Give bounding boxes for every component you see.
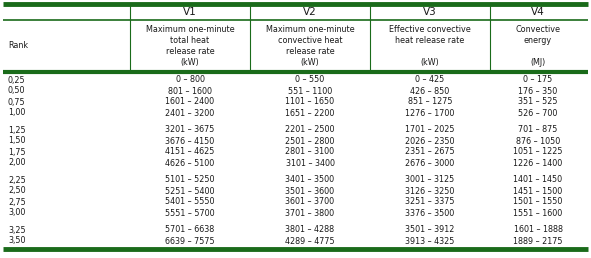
Text: 5701 – 6638: 5701 – 6638 — [165, 225, 215, 235]
Text: 5101 – 5250: 5101 – 5250 — [165, 175, 215, 184]
Text: Effective convective
heat release rate

(kW): Effective convective heat release rate (… — [389, 25, 471, 67]
Text: Maximum one-minute
total heat
release rate
(kW): Maximum one-minute total heat release ra… — [146, 25, 234, 67]
Text: 5551 – 5700: 5551 – 5700 — [165, 208, 215, 217]
Text: 5401 – 5550: 5401 – 5550 — [165, 198, 215, 206]
Text: 2501 – 2800: 2501 – 2800 — [285, 136, 335, 146]
Text: 6639 – 7575: 6639 – 7575 — [165, 237, 215, 246]
Text: 551 – 1100: 551 – 1100 — [288, 86, 332, 95]
Text: 1276 – 1700: 1276 – 1700 — [405, 109, 454, 117]
Text: 1889 – 2175: 1889 – 2175 — [513, 237, 563, 246]
Text: 1601 – 2400: 1601 – 2400 — [165, 98, 215, 107]
Text: 0,25: 0,25 — [8, 76, 25, 85]
Text: 3001 – 3125: 3001 – 3125 — [405, 175, 454, 184]
Text: 4289 – 4775: 4289 – 4775 — [285, 237, 335, 246]
Text: 1601 – 1888: 1601 – 1888 — [514, 225, 563, 235]
Text: V1: V1 — [183, 7, 197, 17]
Text: 3701 – 3800: 3701 – 3800 — [285, 208, 335, 217]
Text: 5251 – 5400: 5251 – 5400 — [165, 187, 215, 196]
Text: 1551 – 1600: 1551 – 1600 — [514, 208, 563, 217]
Text: 1,00: 1,00 — [8, 109, 25, 117]
Text: 0 – 550: 0 – 550 — [296, 76, 324, 85]
Text: 0 – 800: 0 – 800 — [176, 76, 204, 85]
Text: 1451 – 1500: 1451 – 1500 — [514, 187, 563, 196]
Text: 701 – 875: 701 – 875 — [518, 125, 558, 134]
Text: 3,50: 3,50 — [8, 237, 25, 246]
Text: 2401 – 3200: 2401 – 3200 — [165, 109, 215, 117]
Text: 3676 – 4150: 3676 – 4150 — [165, 136, 215, 146]
Text: 876 – 1050: 876 – 1050 — [516, 136, 560, 146]
Text: 1,75: 1,75 — [8, 148, 25, 157]
Text: 0 – 175: 0 – 175 — [524, 76, 553, 85]
Text: 2,75: 2,75 — [8, 198, 26, 206]
Text: 1651 – 2200: 1651 – 2200 — [285, 109, 335, 117]
Text: 0,75: 0,75 — [8, 98, 25, 107]
Text: 3376 – 3500: 3376 – 3500 — [405, 208, 454, 217]
Text: 0,50: 0,50 — [8, 86, 25, 95]
Text: 3126 – 3250: 3126 – 3250 — [405, 187, 454, 196]
Text: 176 – 350: 176 – 350 — [518, 86, 558, 95]
Text: 1401 – 1450: 1401 – 1450 — [514, 175, 563, 184]
Text: V4: V4 — [531, 7, 545, 17]
Text: 2,00: 2,00 — [8, 158, 25, 167]
Text: 4626 – 5100: 4626 – 5100 — [165, 158, 215, 167]
Text: 2676 – 3000: 2676 – 3000 — [405, 158, 454, 167]
Text: 426 – 850: 426 – 850 — [410, 86, 450, 95]
Text: 1501 – 1550: 1501 – 1550 — [514, 198, 563, 206]
Text: Rank: Rank — [8, 42, 28, 51]
Text: 3501 – 3600: 3501 – 3600 — [285, 187, 335, 196]
Text: 0 – 425: 0 – 425 — [415, 76, 444, 85]
Text: 3,00: 3,00 — [8, 208, 25, 217]
Text: 1101 – 1650: 1101 – 1650 — [285, 98, 335, 107]
Text: V2: V2 — [303, 7, 317, 17]
Text: 3251 – 3375: 3251 – 3375 — [405, 198, 454, 206]
Text: 2801 – 3100: 2801 – 3100 — [285, 148, 335, 157]
Text: V3: V3 — [423, 7, 437, 17]
Text: 1051 – 1225: 1051 – 1225 — [513, 148, 563, 157]
Text: 2026 – 2350: 2026 – 2350 — [405, 136, 454, 146]
Text: 851 – 1275: 851 – 1275 — [408, 98, 452, 107]
Text: 4151 – 4625: 4151 – 4625 — [165, 148, 215, 157]
Text: 1,25: 1,25 — [8, 125, 25, 134]
Text: 801 – 1600: 801 – 1600 — [168, 86, 212, 95]
Text: 3101 – 3400: 3101 – 3400 — [285, 158, 335, 167]
Text: 3,25: 3,25 — [8, 225, 25, 235]
Text: 3601 – 3700: 3601 – 3700 — [285, 198, 335, 206]
Text: 2201 – 2500: 2201 – 2500 — [285, 125, 335, 134]
Text: 2,25: 2,25 — [8, 175, 26, 184]
Text: 2351 – 2675: 2351 – 2675 — [405, 148, 455, 157]
Text: 526 – 700: 526 – 700 — [518, 109, 558, 117]
Text: Convective
energy

(MJ): Convective energy (MJ) — [515, 25, 560, 67]
Text: 2,50: 2,50 — [8, 187, 25, 196]
Text: 3401 – 3500: 3401 – 3500 — [285, 175, 335, 184]
Text: 1226 – 1400: 1226 – 1400 — [514, 158, 563, 167]
Text: 3801 – 4288: 3801 – 4288 — [285, 225, 335, 235]
Text: 3913 – 4325: 3913 – 4325 — [405, 237, 454, 246]
Text: 1,50: 1,50 — [8, 136, 25, 146]
Text: 351 – 525: 351 – 525 — [518, 98, 558, 107]
Text: Maximum one-minute
convective heat
release rate
(kW): Maximum one-minute convective heat relea… — [266, 25, 355, 67]
Text: 1701 – 2025: 1701 – 2025 — [405, 125, 454, 134]
Text: 3501 – 3912: 3501 – 3912 — [405, 225, 454, 235]
Text: 3201 – 3675: 3201 – 3675 — [165, 125, 215, 134]
